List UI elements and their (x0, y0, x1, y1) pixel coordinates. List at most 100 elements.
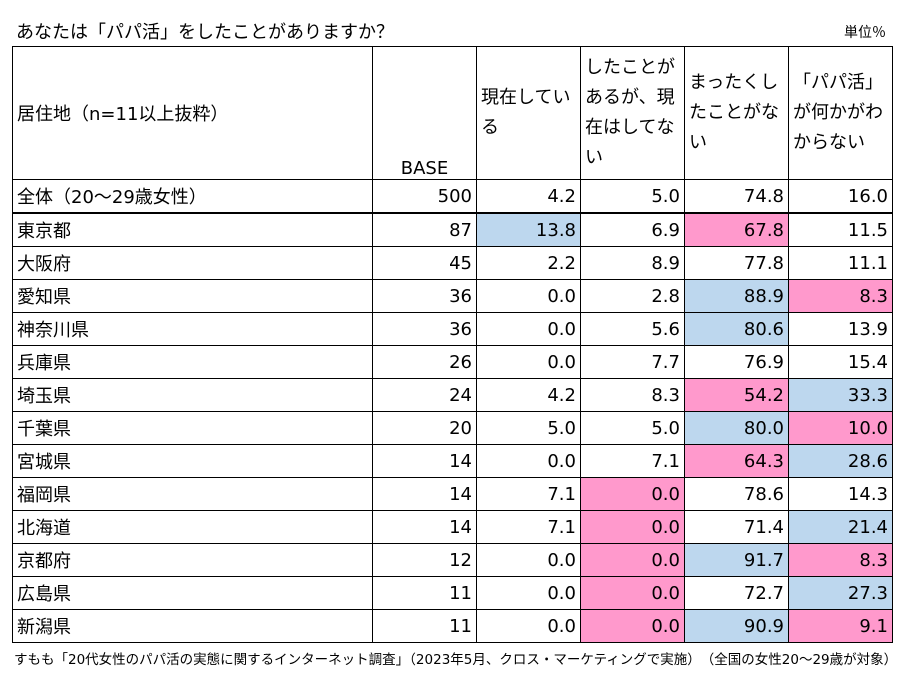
pct-cell: 8.3 (788, 279, 893, 313)
pct-cell: 5.0 (580, 411, 685, 445)
pct-cell: 0.0 (476, 576, 581, 610)
header-previously: したことがあるが、現在はしてない (580, 46, 685, 180)
pct-cell: 11.5 (788, 212, 893, 247)
pct-cell: 78.6 (684, 477, 789, 511)
pct-cell: 72.7 (684, 576, 789, 610)
base-cell: 26 (372, 345, 477, 379)
pct-cell: 4.2 (476, 179, 581, 214)
pct-cell: 80.6 (684, 312, 789, 346)
region-cell: 東京都 (12, 212, 373, 247)
region-cell: 神奈川県 (12, 312, 373, 346)
pct-cell: 7.7 (580, 345, 685, 379)
table-row: 大阪府 45 2.2 8.9 77.8 11.1 (12, 246, 893, 280)
table-row: 愛知県 36 0.0 2.8 88.9 8.3 (12, 279, 893, 313)
pct-cell: 74.8 (684, 179, 789, 214)
region-cell: 宮城県 (12, 444, 373, 478)
pct-cell: 10.0 (788, 411, 893, 445)
region-cell: 北海道 (12, 510, 373, 544)
base-cell: 24 (372, 378, 477, 412)
pct-cell: 0.0 (476, 279, 581, 313)
pct-cell: 0.0 (476, 312, 581, 346)
pct-cell: 0.0 (476, 543, 581, 577)
pct-cell: 8.3 (788, 543, 893, 577)
pct-cell: 71.4 (684, 510, 789, 544)
pct-cell: 14.3 (788, 477, 893, 511)
table-row: 福岡県 14 7.1 0.0 78.6 14.3 (12, 477, 893, 511)
pct-cell: 4.2 (476, 378, 581, 412)
region-cell: 大阪府 (12, 246, 373, 280)
region-cell: 埼玉県 (12, 378, 373, 412)
pct-cell: 8.9 (580, 246, 685, 280)
pct-cell: 5.0 (476, 411, 581, 445)
pct-cell: 11.1 (788, 246, 893, 280)
table-row: 兵庫県 26 0.0 7.7 76.9 15.4 (12, 345, 893, 379)
base-cell: 45 (372, 246, 477, 280)
region-cell: 福岡県 (12, 477, 373, 511)
pct-cell: 8.3 (580, 378, 685, 412)
header-currently: 現在している (476, 46, 581, 180)
pct-cell: 77.8 (684, 246, 789, 280)
pct-cell: 5.0 (580, 179, 685, 214)
pct-cell: 80.0 (684, 411, 789, 445)
table-row: 東京都 87 13.8 6.9 67.8 11.5 (12, 212, 893, 247)
source-footnote: すもも「20代女性のパパ活の実態に関するインターネット調査」（2023年5月、ク… (14, 652, 898, 668)
base-cell: 36 (372, 312, 477, 346)
table-row: 広島県 11 0.0 0.0 72.7 27.3 (12, 576, 893, 610)
pct-cell: 90.9 (684, 609, 789, 643)
pct-cell: 54.2 (684, 378, 789, 412)
pct-cell: 2.2 (476, 246, 581, 280)
pct-cell: 91.7 (684, 543, 789, 577)
header-unknown: 「パパ活」が何かがわからない (788, 46, 893, 180)
pct-cell: 6.9 (580, 212, 685, 247)
pct-cell: 15.4 (788, 345, 893, 379)
region-cell: 千葉県 (12, 411, 373, 445)
table-row: 京都府 12 0.0 0.0 91.7 8.3 (12, 543, 893, 577)
pct-cell: 67.8 (684, 212, 789, 247)
unit-label: 単位％ (844, 25, 886, 41)
region-cell: 京都府 (12, 543, 373, 577)
region-cell: 新潟県 (12, 609, 373, 643)
pct-cell: 5.6 (580, 312, 685, 346)
header-row: 居住地（n=11以上抜粋） BASE 現在している したことがあるが、現在はして… (12, 46, 893, 180)
pct-cell: 28.6 (788, 444, 893, 478)
region-cell: 広島県 (12, 576, 373, 610)
base-cell: 11 (372, 576, 477, 610)
pct-cell: 0.0 (580, 609, 685, 643)
base-cell: 11 (372, 609, 477, 643)
base-cell: 14 (372, 444, 477, 478)
region-cell: 兵庫県 (12, 345, 373, 379)
pct-cell: 0.0 (580, 576, 685, 610)
table-row: 埼玉県 24 4.2 8.3 54.2 33.3 (12, 378, 893, 412)
base-cell: 14 (372, 477, 477, 511)
pct-cell: 33.3 (788, 378, 893, 412)
pct-cell: 7.1 (476, 477, 581, 511)
total-row: 全体（20～29歳女性） 500 4.2 5.0 74.8 16.0 (12, 179, 893, 214)
table-row: 千葉県 20 5.0 5.0 80.0 10.0 (12, 411, 893, 445)
table-row: 北海道 14 7.1 0.0 71.4 21.4 (12, 510, 893, 544)
pct-cell: 13.9 (788, 312, 893, 346)
pct-cell: 76.9 (684, 345, 789, 379)
base-cell: 500 (372, 179, 477, 214)
pct-cell: 21.4 (788, 510, 893, 544)
region-cell: 全体（20～29歳女性） (12, 179, 373, 214)
header-base: BASE (372, 46, 477, 180)
region-cell: 愛知県 (12, 279, 373, 313)
pct-cell: 0.0 (580, 543, 685, 577)
header-never: まったくしたことがない (684, 46, 789, 180)
table-row: 新潟県 11 0.0 0.0 90.9 9.1 (12, 609, 893, 643)
base-cell: 14 (372, 510, 477, 544)
pct-cell: 16.0 (788, 179, 893, 214)
pct-cell: 13.8 (476, 212, 581, 247)
base-cell: 87 (372, 212, 477, 247)
base-cell: 36 (372, 279, 477, 313)
pct-cell: 0.0 (580, 510, 685, 544)
pct-cell: 0.0 (476, 609, 581, 643)
page-title: あなたは「パパ活」をしたことがありますか？ (16, 22, 394, 43)
table-row: 神奈川県 36 0.0 5.6 80.6 13.9 (12, 312, 893, 346)
pct-cell: 88.9 (684, 279, 789, 313)
pct-cell: 0.0 (580, 477, 685, 511)
pct-cell: 7.1 (580, 444, 685, 478)
survey-table: 居住地（n=11以上抜粋） BASE 現在している したことがあるが、現在はして… (12, 46, 893, 643)
base-cell: 12 (372, 543, 477, 577)
pct-cell: 2.8 (580, 279, 685, 313)
